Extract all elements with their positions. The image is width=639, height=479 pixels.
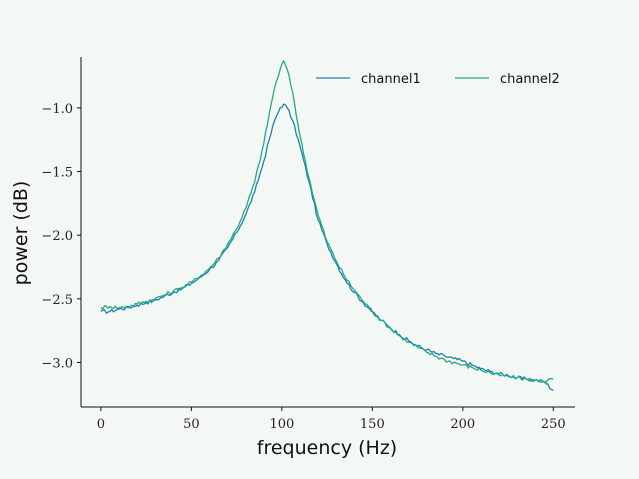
plot-lines xyxy=(100,60,554,392)
x-tick-label: 150 xyxy=(360,417,385,432)
series-line-channel2 xyxy=(100,60,554,383)
x-tick-label: 200 xyxy=(450,417,475,432)
x-tick-label: 250 xyxy=(541,417,566,432)
axes xyxy=(80,57,575,408)
x-tick-label: 50 xyxy=(183,417,200,432)
y-tick-label: −1.5 xyxy=(41,166,73,181)
y-tick-label: −1.0 xyxy=(41,102,73,117)
legend-label-channel2: channel2 xyxy=(500,72,560,87)
x-axis-label: frequency (Hz) xyxy=(257,437,397,459)
x-tick-label: 100 xyxy=(269,417,294,432)
y-ticks: −3.0 −2.5 −2.0 −1.5 −1.0 xyxy=(41,102,81,371)
x-ticks: 0 50 100 150 200 250 xyxy=(97,407,566,432)
x-tick-label: 0 xyxy=(97,417,105,432)
y-axis-label: power (dB) xyxy=(10,181,32,286)
legend: channel1 channel2 xyxy=(316,72,560,87)
y-tick-label: −2.0 xyxy=(41,229,73,244)
y-tick-label: −3.0 xyxy=(41,356,73,371)
legend-label-channel1: channel1 xyxy=(361,72,421,87)
y-tick-label: −2.5 xyxy=(41,293,73,308)
series-line-channel1 xyxy=(100,103,554,392)
